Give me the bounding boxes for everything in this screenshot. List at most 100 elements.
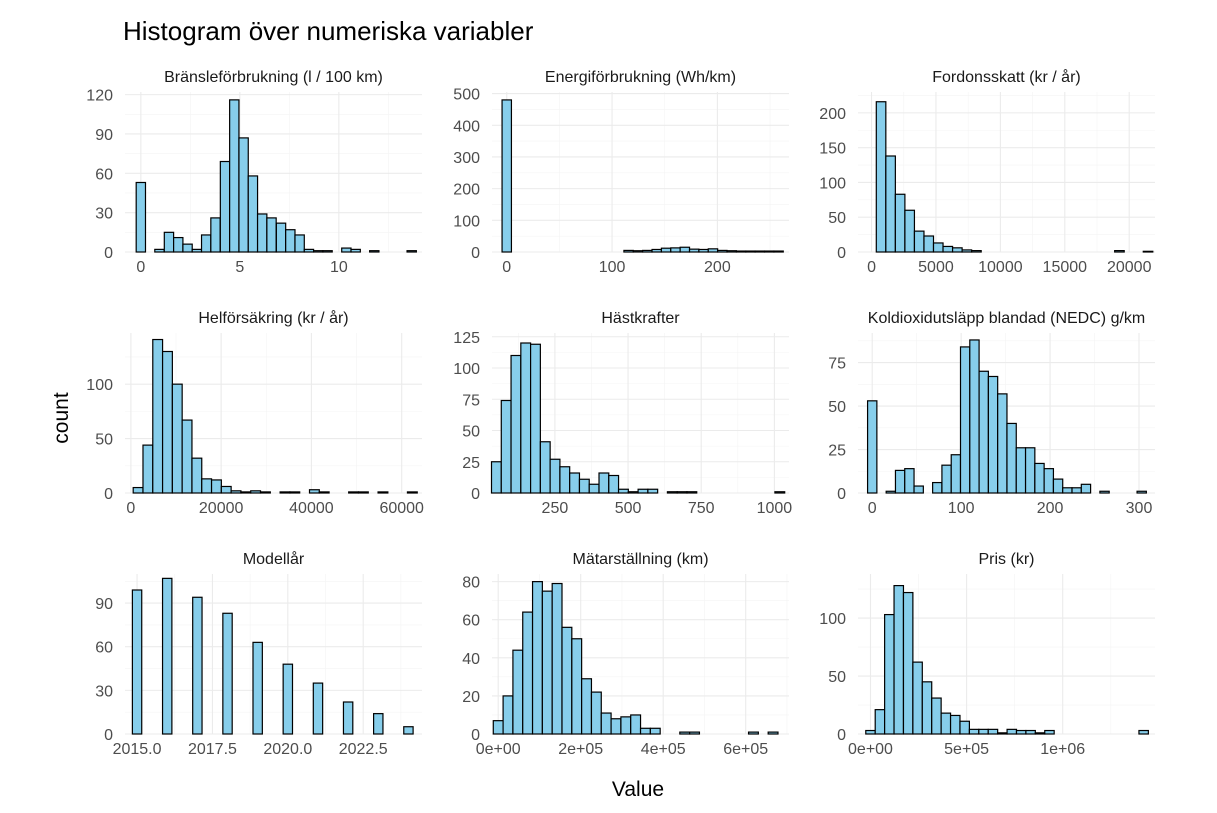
histogram-bar: [1062, 487, 1073, 494]
histogram-bar: [866, 400, 878, 494]
x-tick-label: 5: [235, 259, 244, 276]
histogram-bar: [971, 250, 982, 253]
histogram-bar: [279, 491, 291, 494]
histogram-bar: [912, 661, 923, 735]
facet-panel: Energiförbrukning (Wh/km) 0 100 200 0 100 200 3…: [453, 69, 789, 276]
histogram-bar: [541, 590, 553, 735]
histogram-bar: [904, 468, 915, 494]
histogram-bar: [913, 485, 924, 494]
histogram-bar: [747, 731, 759, 735]
histogram-bar: [500, 399, 512, 494]
histogram-bar: [617, 488, 629, 494]
histogram-bar: [191, 248, 203, 253]
facet-title: Mätarställning (km): [572, 551, 708, 568]
y-tick-label: 60: [95, 166, 113, 183]
histogram-bar: [1071, 487, 1082, 494]
y-tick-label: 0: [837, 486, 846, 503]
histogram-bar: [529, 343, 541, 494]
histogram-bar: [222, 612, 233, 735]
x-tick-label: 0: [868, 500, 877, 517]
histogram-bar: [341, 247, 352, 253]
bars: [492, 581, 779, 735]
histogram-bar: [660, 247, 672, 253]
histogram-bar: [318, 491, 330, 494]
y-tick-label: 100: [819, 175, 846, 192]
histogram-bar: [588, 483, 600, 494]
histogram-bar: [377, 491, 389, 494]
x-tick-label: 20000: [199, 500, 244, 517]
histogram-bar: [142, 444, 154, 494]
histogram-bar: [774, 491, 786, 494]
histogram-bar: [561, 626, 573, 735]
y-tick-label: 50: [462, 424, 480, 441]
histogram-bar: [1015, 447, 1027, 494]
histogram-bar: [884, 613, 895, 735]
histogram-bar: [893, 584, 905, 735]
histogram-bar: [610, 718, 622, 735]
facet-title: Fordonsskatt (kr / år): [932, 68, 1080, 86]
histogram-bar: [959, 346, 971, 494]
histogram-bar: [154, 248, 165, 253]
histogram-bar: [135, 181, 147, 253]
x-tick-label: 6e+05: [723, 741, 768, 758]
x-tick-label: 0e+00: [848, 741, 893, 758]
histogram-bar: [551, 582, 563, 735]
histogram-bar: [1025, 729, 1036, 735]
histogram-bar: [942, 245, 954, 253]
histogram-bar: [679, 731, 691, 735]
histogram-bar: [1114, 250, 1125, 253]
histogram-bar: [598, 472, 610, 494]
y-axis-title: count: [50, 392, 73, 444]
histogram-bar: [978, 370, 989, 494]
histogram-bar: [874, 709, 886, 735]
bars: [132, 338, 418, 494]
histogram-bar: [406, 491, 418, 494]
histogram-bar: [373, 713, 384, 735]
histogram-bar: [571, 638, 583, 735]
histogram-bar: [578, 478, 590, 494]
histogram-bar: [539, 441, 551, 494]
minor-grid: [858, 92, 1155, 252]
histogram-bar: [913, 230, 925, 253]
y-tick-label: 40: [462, 651, 480, 668]
y-tick-label: 50: [828, 399, 846, 416]
histogram-bar: [294, 234, 305, 253]
histogram-bar: [773, 250, 784, 253]
histogram-bar: [921, 681, 933, 735]
histogram-bar: [350, 248, 361, 253]
histogram-bar: [1034, 462, 1045, 494]
y-tick-label: 90: [95, 127, 113, 144]
histogram-bar: [1006, 728, 1018, 735]
bars: [501, 99, 784, 253]
facet-panel: Fordonsskatt (kr / år) 0 5000 10000 15000 200…: [819, 68, 1155, 276]
y-tick-label: 200: [819, 106, 846, 123]
y-tick-label: 300: [453, 150, 480, 167]
facet-title: Hästkrafter: [601, 310, 680, 327]
x-tick-label: 2015.0: [113, 741, 162, 758]
x-tick-label: 0e+00: [476, 741, 521, 758]
facet-panels: Bränsleförbrukning (l / 100 km)0 5 1003060…: [86, 68, 1155, 758]
histogram-bar: [627, 491, 639, 494]
y-tick-label: 100: [453, 361, 480, 378]
histogram-bar: [520, 342, 532, 494]
histogram-bar: [676, 491, 688, 494]
major-grid: [492, 92, 789, 253]
histogram-bar: [894, 193, 906, 253]
histogram-bar: [941, 464, 952, 494]
facet-panel: Bränsleförbrukning (l / 100 km) 0 5 10 0 30 60…: [86, 69, 422, 276]
y-tick-label: 120: [86, 88, 113, 105]
minor-grid: [125, 574, 422, 734]
histogram-bar: [686, 491, 698, 494]
histogram-bar: [600, 712, 612, 735]
x-tick-label: 2e+05: [558, 741, 603, 758]
histogram-bar: [940, 712, 952, 735]
histogram-bar: [968, 728, 980, 735]
y-tick-label: 400: [453, 118, 480, 135]
y-tick-label: 60: [462, 613, 480, 630]
bars: [865, 584, 1149, 735]
x-tick-label: 300: [1126, 500, 1153, 517]
histogram-bar: [161, 350, 173, 494]
histogram-bar: [161, 577, 173, 735]
histogram-bar: [630, 714, 642, 735]
facet-title: Pris (kr): [979, 551, 1035, 568]
